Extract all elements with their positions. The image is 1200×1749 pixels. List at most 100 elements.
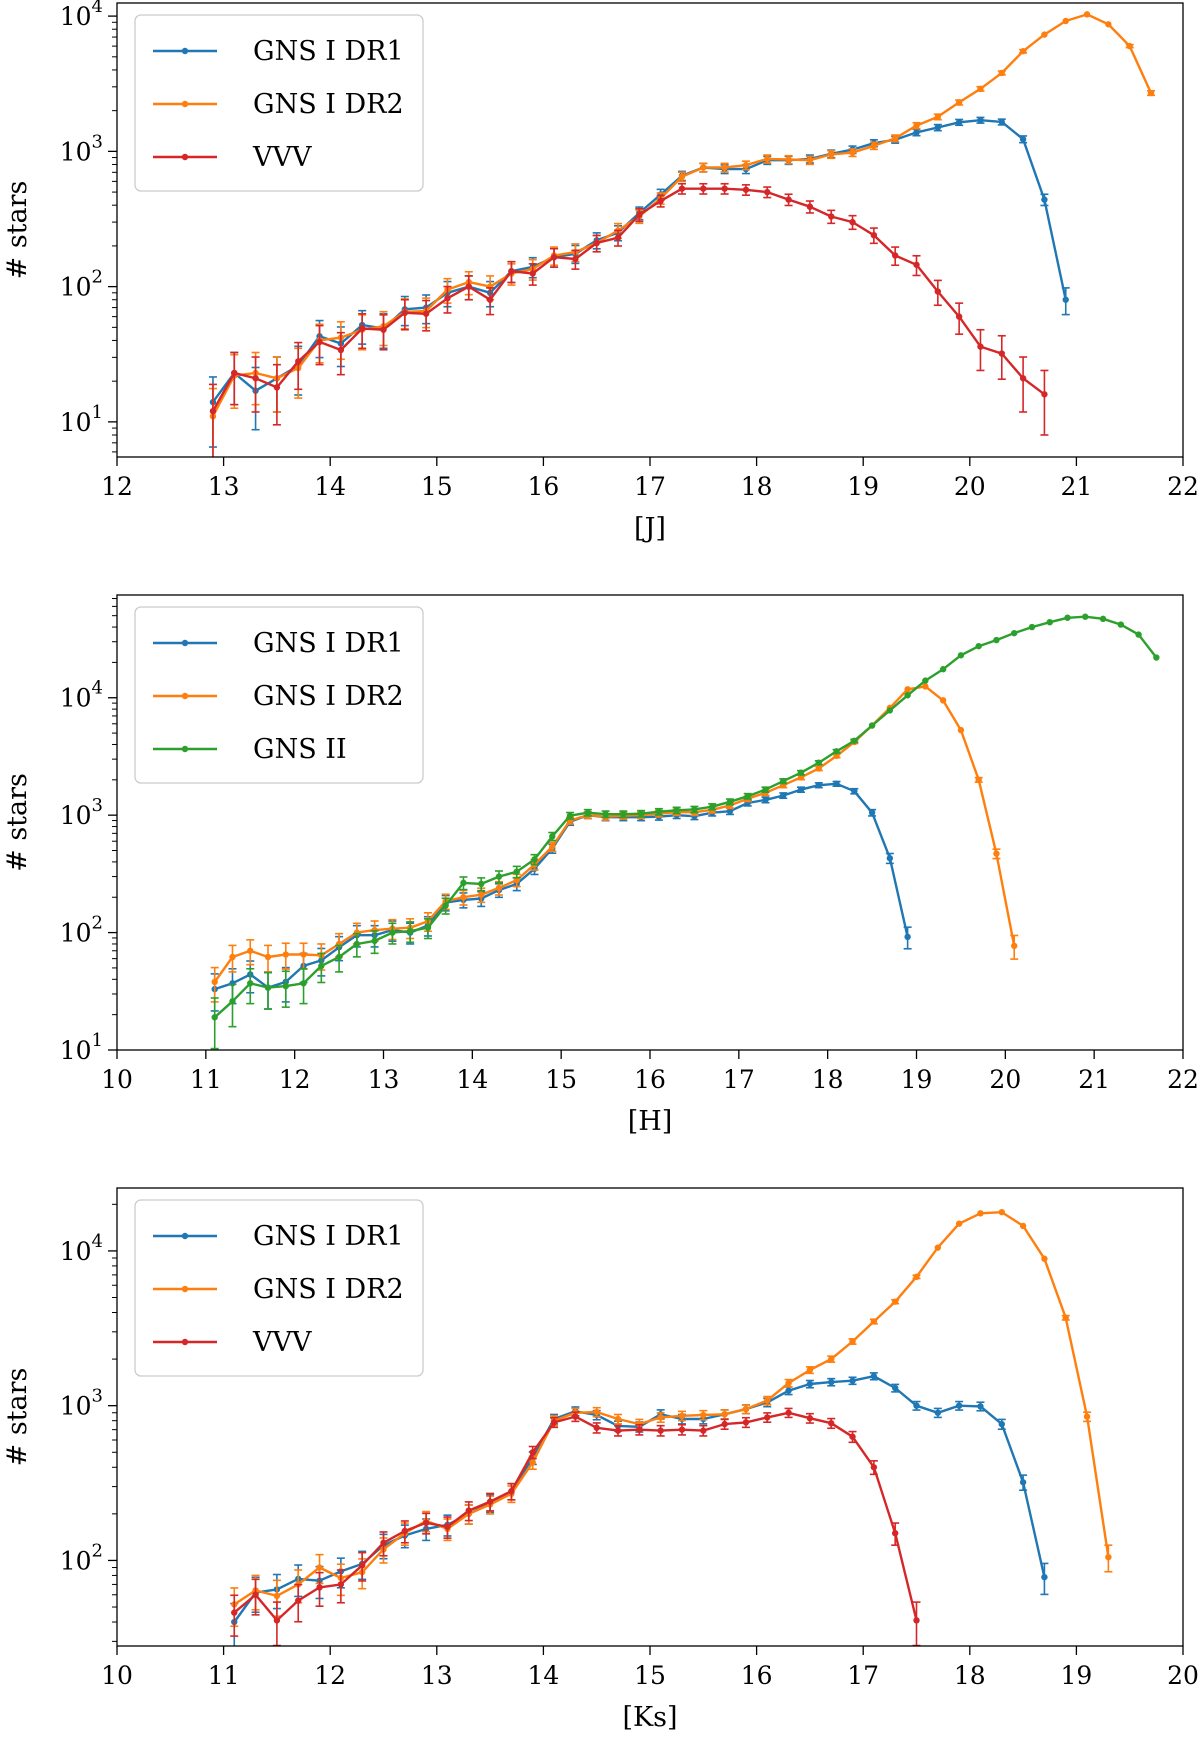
legend-swatch-marker	[181, 639, 189, 647]
data-point	[637, 810, 645, 817]
legend: GNS I DR1 GNS I DR2 VVV	[134, 1199, 424, 1377]
data-point	[762, 796, 769, 804]
data-point	[806, 1415, 814, 1422]
data-point	[211, 978, 218, 986]
data-point	[424, 924, 432, 931]
data-point	[678, 185, 686, 192]
data-point	[764, 155, 771, 163]
data-point	[934, 1244, 942, 1251]
legend-item-gns-i-dr1: GNS I DR1	[153, 1221, 404, 1252]
data-point	[478, 891, 485, 898]
data-point	[337, 1581, 345, 1588]
data-point	[316, 338, 323, 346]
x-tick-label: 19	[901, 1065, 933, 1094]
legend-label: GNS I DR1	[253, 36, 404, 67]
series-line	[233, 1411, 918, 1622]
data-point	[870, 142, 878, 149]
y-tick-base: 10	[60, 1546, 92, 1575]
data-point	[657, 1427, 664, 1434]
data-point	[955, 1220, 963, 1227]
data-point	[401, 1527, 409, 1535]
data-point	[657, 1414, 664, 1421]
legend-swatch-marker	[181, 1232, 189, 1240]
y-tick-exponent: 3	[92, 1386, 103, 1407]
data-point	[1019, 1222, 1027, 1230]
x-tick-label: 12	[279, 1065, 311, 1094]
data-point	[762, 786, 769, 793]
data-point	[870, 1373, 878, 1380]
x-tick-label: 18	[741, 472, 773, 501]
data-point	[721, 1420, 728, 1428]
data-point	[602, 810, 609, 818]
data-point	[913, 1617, 920, 1624]
data-point	[742, 186, 750, 193]
y-tick-label: 101	[60, 1030, 103, 1065]
axes-frame	[116, 594, 1184, 1051]
data-point	[708, 803, 716, 810]
data-point	[934, 288, 942, 295]
y-tick-label: 104	[60, 678, 103, 713]
data-point	[721, 1411, 728, 1418]
data-point	[977, 1403, 984, 1410]
data-point	[513, 876, 520, 884]
data-point	[998, 118, 1005, 126]
data-point	[1062, 1314, 1069, 1321]
data-point	[389, 929, 396, 936]
data-point	[726, 798, 734, 805]
data-point	[828, 213, 835, 220]
legend-box	[134, 606, 424, 784]
x-tick-label: 11	[190, 1065, 222, 1094]
y-tick-base: 10	[60, 1237, 92, 1266]
data-point	[998, 1208, 1005, 1216]
legend-swatch-marker	[181, 47, 189, 55]
legend-box	[134, 14, 424, 192]
y-tick-label: 102	[60, 267, 103, 302]
data-point	[295, 358, 302, 365]
data-point	[593, 239, 600, 247]
data-point	[442, 902, 449, 909]
data-point	[1019, 48, 1027, 55]
data-point	[295, 1597, 302, 1604]
x-tick-label: 15	[421, 472, 453, 501]
data-point	[422, 310, 430, 317]
data-point	[252, 375, 259, 382]
x-tick-label: 22	[1167, 1065, 1199, 1094]
data-point	[508, 268, 515, 275]
legend-label: GNS II	[253, 734, 347, 765]
data-point	[1041, 391, 1048, 398]
legend-label: VVV	[252, 142, 312, 173]
data-point	[922, 677, 929, 684]
data-point	[264, 984, 272, 991]
y-tick-exponent: 3	[92, 131, 103, 152]
x-tick-label: 13	[368, 1065, 400, 1094]
data-point	[636, 211, 643, 218]
data-point	[691, 806, 698, 813]
x-tick-label: 16	[741, 1661, 773, 1690]
data-point	[620, 810, 627, 818]
data-point	[955, 1402, 963, 1409]
data-point	[815, 781, 822, 789]
y-tick-label: 102	[60, 1540, 103, 1575]
legend-label: GNS I DR2	[253, 681, 404, 712]
axes-frame	[116, 1187, 1184, 1647]
y-tick-exponent: 2	[92, 267, 103, 288]
data-point	[614, 1427, 622, 1434]
data-point	[742, 1405, 750, 1413]
data-point	[957, 652, 965, 659]
x-tick-label: 13	[421, 1661, 453, 1690]
data-point	[868, 809, 876, 816]
data-point	[550, 254, 558, 261]
legend-item-vvv: VVV	[153, 142, 312, 173]
data-point	[913, 122, 920, 129]
data-point	[1099, 615, 1107, 623]
x-tick-label: 21	[1060, 472, 1092, 501]
data-point	[934, 1409, 942, 1416]
data-point	[797, 769, 805, 776]
legend-box	[134, 1199, 424, 1377]
y-tick-exponent: 4	[92, 1231, 103, 1252]
x-tick-label: 19	[1060, 1661, 1092, 1690]
data-point	[891, 1529, 899, 1537]
x-tick-label: 15	[634, 1661, 666, 1690]
data-point	[316, 1584, 323, 1591]
